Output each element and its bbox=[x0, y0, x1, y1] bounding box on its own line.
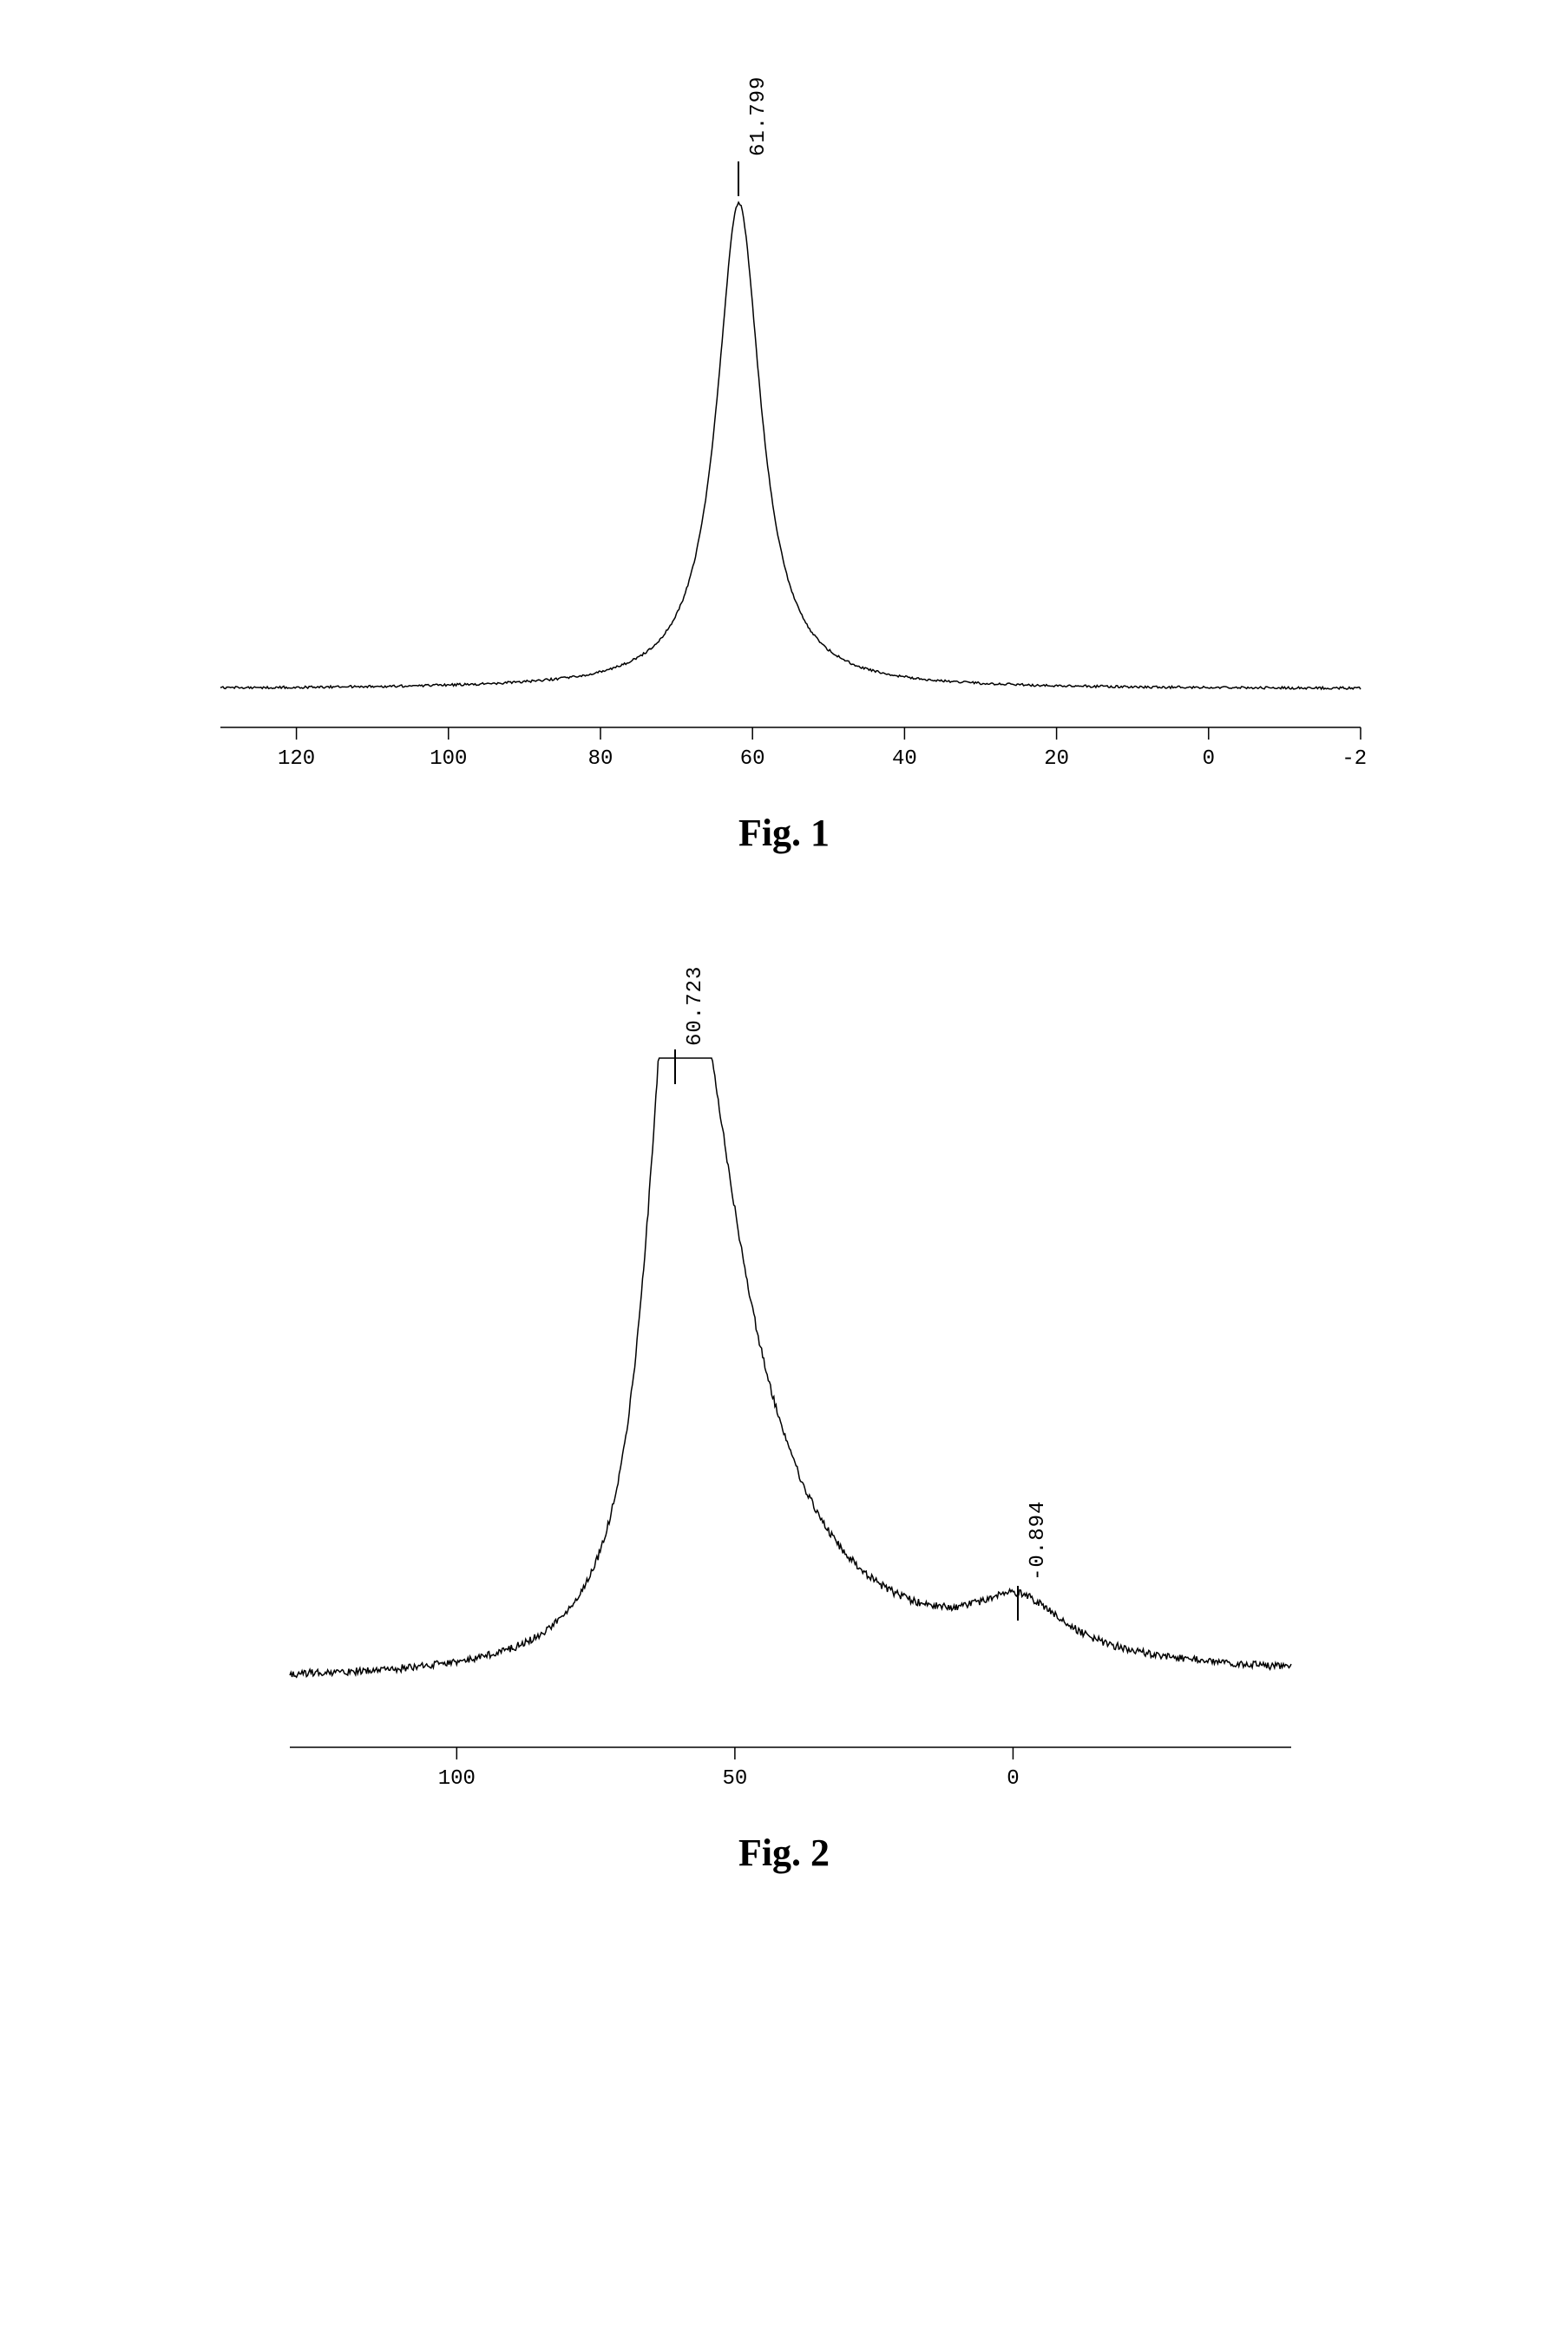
plot-2-svg: 100 50 0 bbox=[272, 1046, 1296, 1810]
x-tick-label: 100 bbox=[437, 1767, 475, 1791]
peak-index-line bbox=[674, 1049, 676, 1084]
plot-2-wrap: 100500 60.723-0.894 bbox=[272, 1046, 1296, 1810]
x-tick-label: -20 bbox=[1342, 747, 1366, 771]
plot-1-wrap: 120 100 80 60 40 20 0 -20 61.799 bbox=[203, 69, 1366, 790]
figure-1: 120 100 80 60 40 20 0 -20 61.799 Fig. 1 bbox=[174, 69, 1394, 855]
x-tick-label: 50 bbox=[722, 1767, 747, 1791]
figure-2-caption: Fig. 2 bbox=[174, 1831, 1394, 1875]
plot-1-svg: 120 100 80 60 40 20 0 -20 bbox=[203, 69, 1366, 790]
peak-label: -0.894 bbox=[1027, 1500, 1050, 1580]
peak-label: 60.723 bbox=[684, 966, 707, 1046]
x-tick-label: 0 bbox=[1202, 747, 1214, 771]
peak-label: 61.799 bbox=[747, 76, 771, 156]
figure-1-caption: Fig. 1 bbox=[174, 811, 1394, 855]
x-tick-label: 80 bbox=[587, 747, 613, 771]
x-tick-label: 100 bbox=[430, 747, 467, 771]
x-tick-label: 60 bbox=[739, 747, 764, 771]
spectrum-trace bbox=[290, 1058, 1291, 1677]
x-tick-label: 0 bbox=[1007, 1767, 1019, 1791]
x-tick-label: 40 bbox=[891, 747, 916, 771]
x-tick-label: 20 bbox=[1044, 747, 1069, 771]
page: 120100806040200-20 61.799 Fig. 1 100500 … bbox=[0, 0, 1568, 2031]
spectrum-trace bbox=[220, 202, 1361, 689]
peak-index-line bbox=[738, 161, 739, 196]
figure-2: 100500 60.723-0.894 Fig. 2 bbox=[174, 1046, 1394, 1875]
peak-index-line bbox=[1017, 1586, 1019, 1621]
x-tick-label: 120 bbox=[277, 747, 314, 771]
